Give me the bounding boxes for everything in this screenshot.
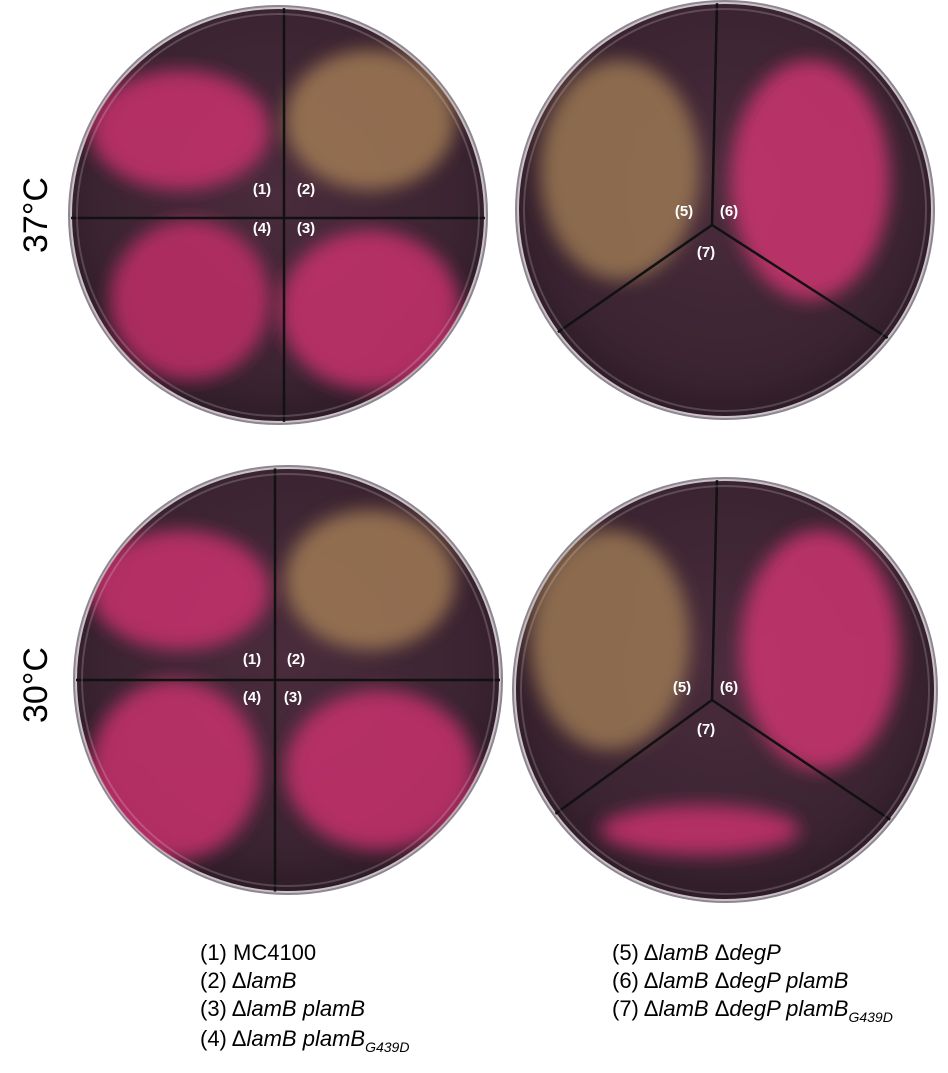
bacterial-streak: [730, 60, 890, 300]
legend-entry: (6) ΔlamB ΔdegP plamB: [612, 968, 848, 993]
sector-label: (6): [720, 203, 738, 220]
legend-segment: G439D: [848, 1009, 892, 1025]
row-label: 37°C: [17, 177, 55, 253]
legend-entry: (4) ΔlamB plamBG439D: [200, 1026, 409, 1055]
legend-segment: (4) Δ: [200, 1026, 247, 1051]
legend-segment: Δ: [709, 968, 730, 993]
legend-segment: lamB: [658, 968, 708, 993]
legend-segment: lamB: [658, 996, 708, 1021]
legend-entry: (3) ΔlamB plamB: [200, 996, 365, 1021]
bacterial-streak: [530, 530, 690, 750]
legend-segment: (3) Δ: [200, 996, 247, 1021]
sector-label: (3): [297, 220, 315, 237]
legend-segment: lamB plamB: [246, 1026, 365, 1051]
sector-label: (4): [243, 689, 261, 706]
legend-entry: (1) MC4100: [200, 940, 316, 965]
legend-segment: (5) Δ: [612, 940, 659, 965]
sector-label: (1): [243, 651, 261, 668]
legend-segment: G439D: [365, 1039, 409, 1055]
bacterial-streak: [90, 530, 270, 650]
legend-segment: Δ: [709, 996, 730, 1021]
sector-label: (7): [697, 721, 715, 738]
bacterial-streak: [285, 690, 475, 850]
legend-entry: (2) ΔlamB: [200, 968, 297, 993]
sector-label: (7): [697, 244, 715, 261]
bacterial-streak: [600, 805, 800, 855]
plate: (1) (2) (3) (4): [73, 465, 503, 895]
legend-segment: degP plamB: [729, 968, 848, 993]
legend-entry: (5) ΔlamB ΔdegP: [612, 940, 781, 965]
figure: 37°C 30°C (1) (2) (3) (4) (5) (6) (7) (1) (2) (3) (4…: [0, 0, 948, 1068]
sector-label: (5): [673, 679, 691, 696]
legend-segment: (1) MC4100: [200, 940, 316, 965]
sector-label: (1): [253, 181, 271, 198]
legend-segment: (2) Δ: [200, 968, 247, 993]
legend-segment: lamB: [658, 940, 708, 965]
sector-label: (4): [253, 220, 271, 237]
sector-label: (2): [287, 651, 305, 668]
bacterial-streak: [280, 230, 460, 390]
bacterial-streak: [540, 60, 700, 280]
legend-segment: degP plamB: [729, 996, 848, 1021]
legend-segment: lamB: [246, 968, 296, 993]
row-label: 30°C: [17, 647, 55, 723]
legend-segment: Δ: [709, 940, 730, 965]
legend-segment: lamB plamB: [246, 996, 365, 1021]
plate: (1) (2) (3) (4): [68, 5, 488, 425]
plate: (5) (6) (7): [512, 477, 938, 903]
sector-label: (6): [720, 679, 738, 696]
plate: (5) (6) (7): [515, 0, 935, 420]
sector-label: (5): [675, 203, 693, 220]
bacterial-streak: [90, 680, 260, 860]
legend-entry: (7) ΔlamB ΔdegP plamBG439D: [612, 996, 893, 1025]
sector-label: (3): [284, 689, 302, 706]
bacterial-streak: [90, 70, 270, 190]
legend-segment: (7) Δ: [612, 996, 659, 1021]
legend-segment: degP: [729, 940, 781, 965]
legend-segment: (6) Δ: [612, 968, 659, 993]
sector-label: (2): [297, 181, 315, 198]
